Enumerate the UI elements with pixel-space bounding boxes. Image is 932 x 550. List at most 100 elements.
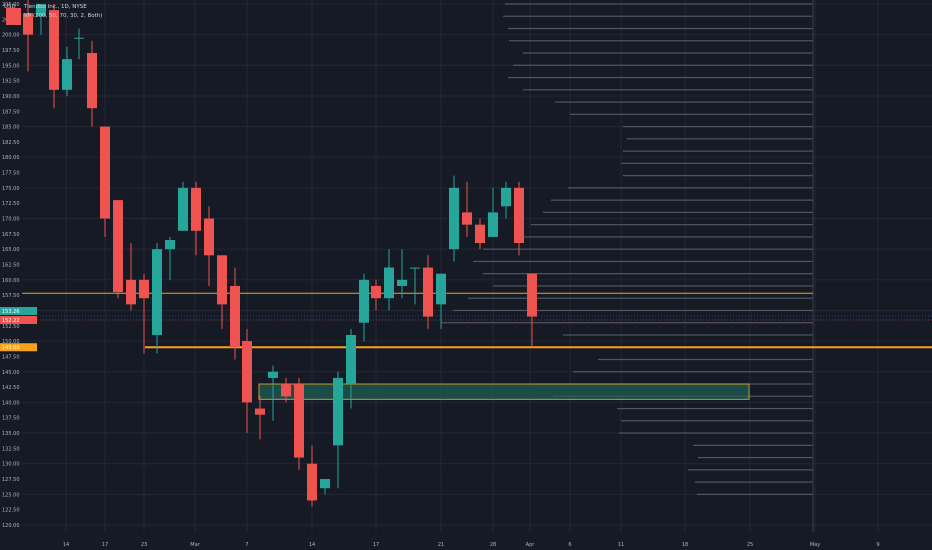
- candle[interactable]: [397, 249, 407, 299]
- candle[interactable]: [436, 273, 446, 329]
- candle-body: [281, 384, 291, 397]
- candle[interactable]: [100, 126, 110, 237]
- symbol-title[interactable]: Tiendbo Inc., 1D, NYSE: [23, 4, 87, 10]
- price-tick-label: 120.00: [2, 523, 20, 529]
- currency-label: USD: [4, 4, 16, 10]
- candle[interactable]: [462, 181, 472, 237]
- candle-body: [514, 187, 524, 244]
- candle[interactable]: [74, 28, 84, 60]
- candle[interactable]: [423, 255, 433, 329]
- candle[interactable]: [152, 243, 162, 354]
- volume-profile-bar: [623, 175, 813, 177]
- candle[interactable]: [62, 46, 72, 96]
- price-tick-label: 147.50: [2, 354, 20, 360]
- volume-profile-bar: [693, 444, 813, 446]
- candle[interactable]: [178, 181, 188, 231]
- price-tick-label: 167.50: [2, 232, 20, 238]
- volume-profile-bar: [698, 456, 813, 459]
- candle-body: [462, 212, 472, 225]
- price-tick-label: 180.00: [2, 155, 20, 161]
- level-price-tag: 149.00: [0, 343, 37, 352]
- volume-profile-bar: [505, 3, 813, 5]
- time-tick-label: 28: [490, 542, 496, 548]
- prev-price-tag: 152.22: [0, 316, 37, 324]
- candle[interactable]: [230, 267, 240, 360]
- candle[interactable]: [320, 479, 330, 495]
- candle[interactable]: [371, 279, 381, 311]
- candle[interactable]: [527, 273, 537, 348]
- volume-profile-bar: [523, 89, 813, 91]
- time-tick-label: 7: [245, 542, 248, 548]
- volume-profile-bar: [483, 248, 813, 250]
- volume-profile-bar: [508, 76, 813, 79]
- candle[interactable]: [359, 273, 369, 342]
- volume-profile-bar: [513, 64, 813, 66]
- support-zone[interactable]: [258, 383, 750, 400]
- candle[interactable]: [191, 181, 201, 256]
- candle[interactable]: [281, 377, 291, 403]
- price-tick-label: 190.00: [2, 94, 20, 100]
- candle[interactable]: [384, 249, 394, 311]
- candle[interactable]: [294, 377, 304, 470]
- candle[interactable]: [268, 365, 278, 421]
- candle[interactable]: [333, 371, 343, 489]
- price-tick-label: 172.50: [2, 201, 20, 207]
- volume-profile-bar: [617, 407, 813, 410]
- candle-body: [23, 13, 33, 35]
- candle[interactable]: [36, 4, 46, 35]
- candle[interactable]: [488, 187, 498, 237]
- candle[interactable]: [113, 200, 123, 299]
- candle[interactable]: [87, 40, 97, 127]
- svg-text:153.26: 153.26: [2, 309, 20, 315]
- price-axis[interactable]: 120.00 122.50 125.00 127.50 130.00 132.50 135.…: [0, 0, 22, 532]
- candle[interactable]: [501, 181, 511, 219]
- candle[interactable]: [514, 181, 524, 256]
- price-tick-label: 122.50: [2, 508, 20, 514]
- volume-profile-bar: [695, 481, 813, 483]
- candle[interactable]: [242, 328, 252, 434]
- time-axis-bg: [0, 532, 932, 550]
- candle[interactable]: [126, 243, 136, 311]
- time-axis[interactable]: 14 17 23 Mar 7 14 17 21 28 Apr 6 11 18 25 May 9: [0, 532, 932, 550]
- candle-body: [488, 212, 498, 237]
- time-tick-label: Mar: [190, 542, 200, 548]
- price-tick-label: 182.50: [2, 140, 20, 146]
- candle[interactable]: [49, 4, 59, 109]
- volume-profile-bar: [621, 420, 813, 422]
- price-tick-label: 152.50: [2, 324, 20, 330]
- candle[interactable]: [307, 445, 317, 507]
- candle-body: [397, 279, 407, 286]
- volume-profile-bar: [555, 101, 813, 103]
- price-tick-label: 142.50: [2, 385, 20, 391]
- volume-profile-bar: [568, 187, 813, 189]
- candle[interactable]: [217, 255, 227, 329]
- volume-profile-bar: [523, 52, 813, 54]
- candle[interactable]: [204, 206, 214, 286]
- volume-profile-bar: [697, 493, 813, 495]
- candle[interactable]: [346, 328, 356, 409]
- price-tick-label: 125.00: [2, 492, 20, 498]
- volume-profile-bar: [621, 162, 813, 164]
- volume-profile-bar: [623, 125, 813, 128]
- volume-profile-bar: [627, 138, 813, 140]
- price-tick-label: 140.00: [2, 400, 20, 406]
- candle-body: [501, 187, 511, 207]
- candle-body: [475, 224, 485, 244]
- candle[interactable]: [255, 396, 265, 440]
- candle-body: [62, 59, 72, 90]
- indicator-label[interactable]: VP (200, 50, 70, 30, 2, Both): [24, 13, 102, 19]
- price-tick-label: 132.50: [2, 446, 20, 452]
- candle[interactable]: [165, 236, 175, 280]
- chart-header: USD Tiendbo Inc., 1D, NYSE VP (200, 50, …: [4, 4, 102, 25]
- candle[interactable]: [23, 0, 33, 72]
- volume-profile-bar: [570, 113, 813, 115]
- grid: [22, 0, 932, 532]
- candle[interactable]: [449, 175, 459, 262]
- candle-body: [294, 384, 304, 458]
- candle[interactable]: [410, 267, 420, 305]
- price-tick-label: 150.00: [2, 339, 20, 345]
- candle[interactable]: [475, 218, 485, 250]
- candle[interactable]: [139, 273, 149, 354]
- volume-profile-bar: [508, 27, 813, 30]
